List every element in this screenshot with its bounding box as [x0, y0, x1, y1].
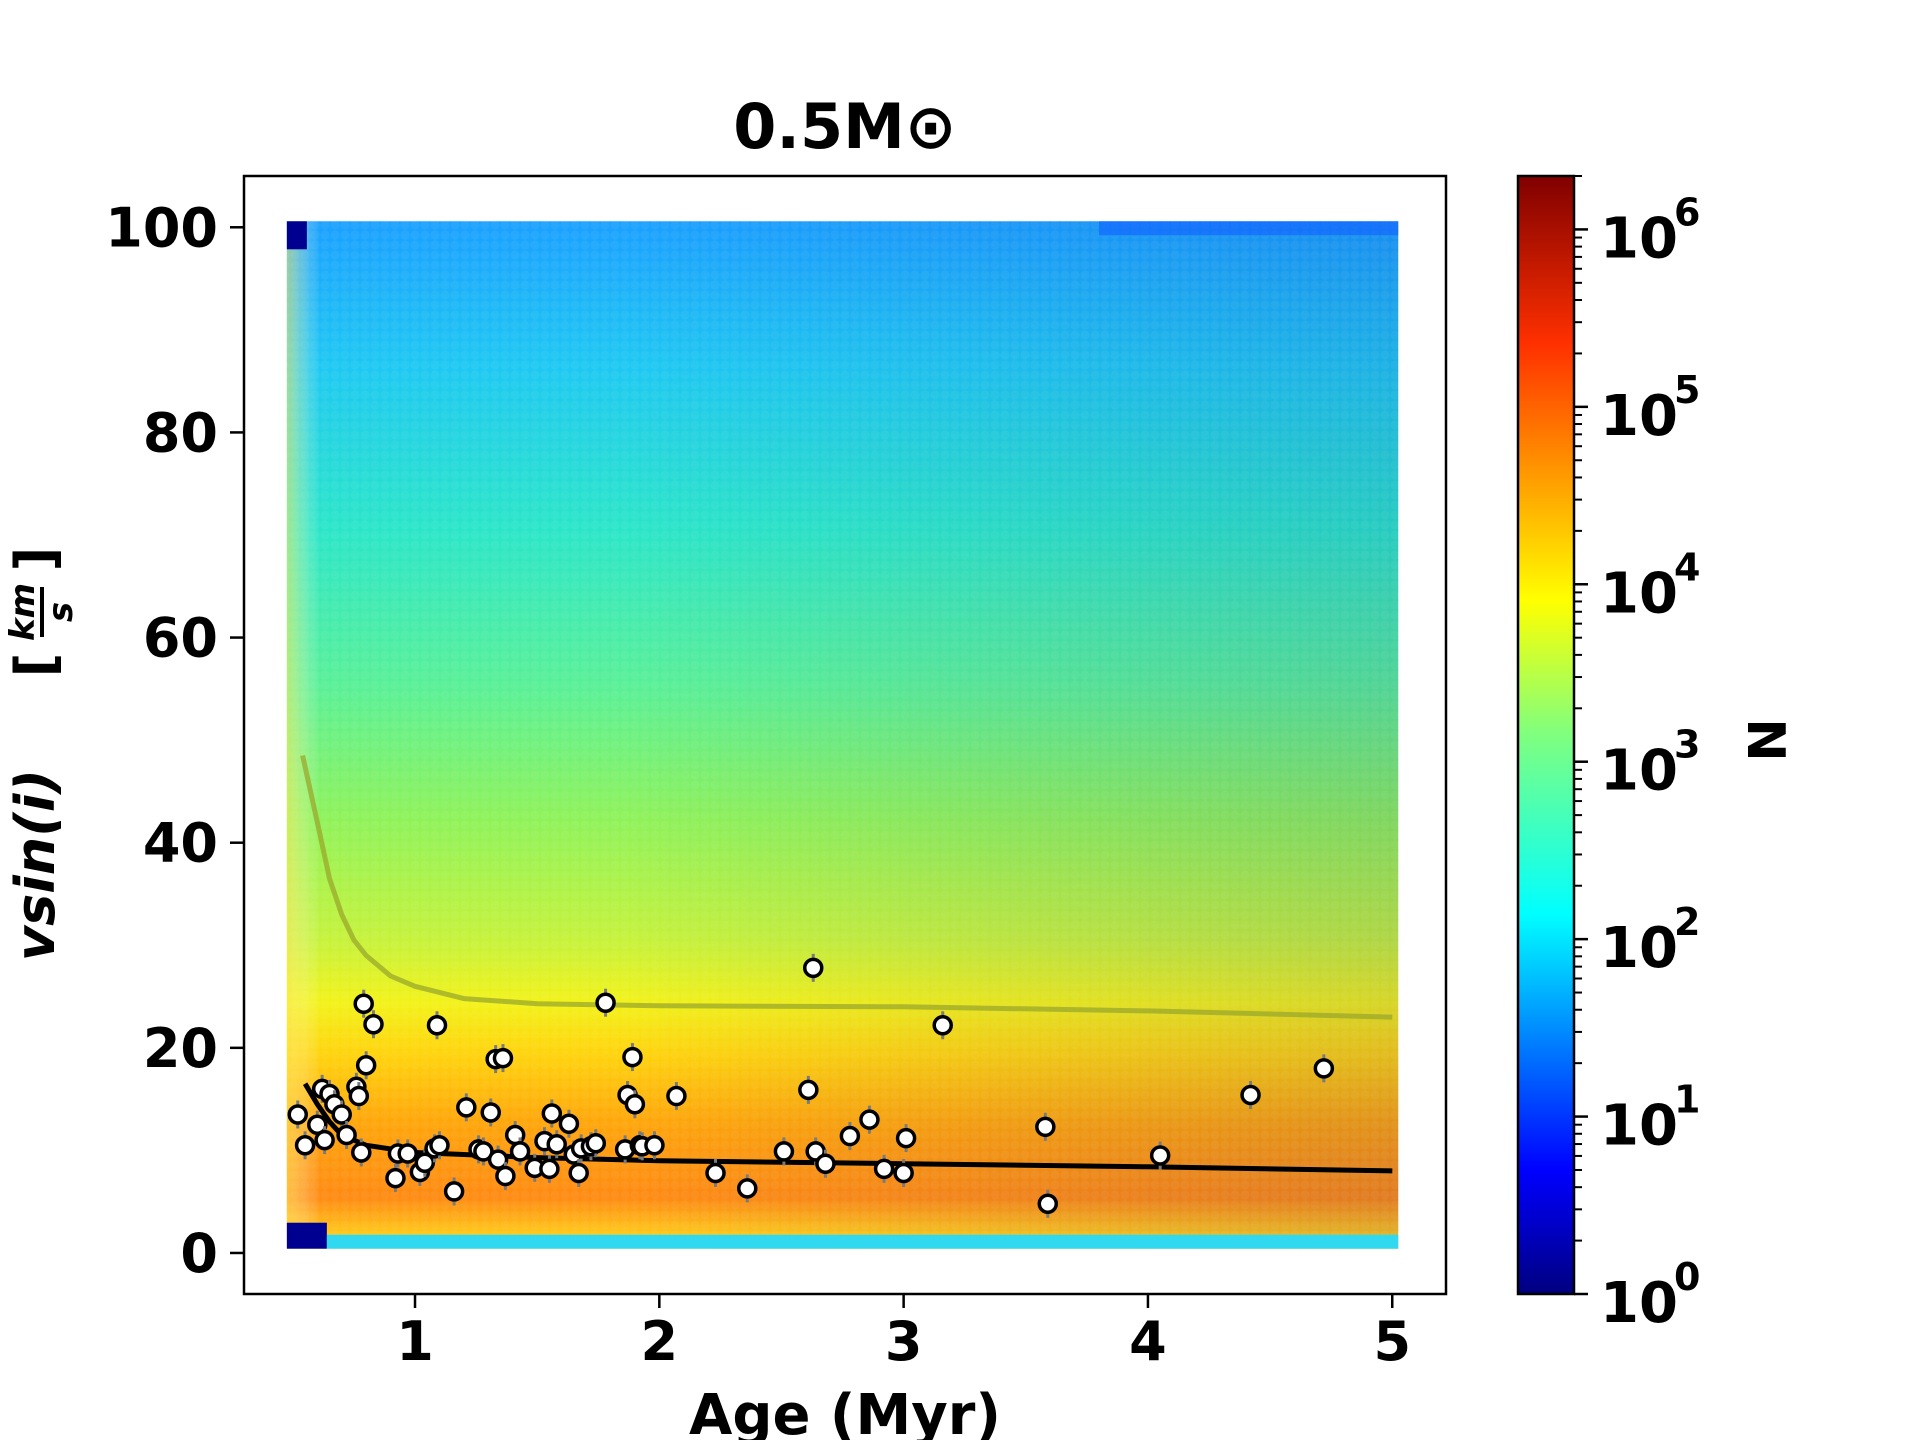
svg-text:10: 10: [1600, 384, 1678, 449]
data-point: [585, 1132, 607, 1154]
svg-text:[: [: [4, 653, 67, 678]
colorbar-tick-label: 102: [1600, 900, 1700, 981]
svg-text:10: 10: [1600, 916, 1678, 981]
plot-frame: [242, 174, 1448, 1296]
svg-text:vsin(i): vsin(i): [4, 769, 67, 961]
hexbin-density: [286, 221, 1399, 1249]
data-point: [480, 1102, 502, 1123]
data-point: [426, 1015, 448, 1036]
data-point: [893, 1162, 914, 1184]
data-point: [385, 1167, 406, 1189]
data-point: [355, 1055, 377, 1076]
svg-text:10: 10: [1600, 1094, 1678, 1159]
data-point: [492, 1047, 514, 1069]
data-point: [456, 1097, 477, 1118]
data-point: [622, 1046, 643, 1068]
data-point: [314, 1129, 335, 1151]
data-point: [798, 1079, 819, 1101]
data-point: [773, 1141, 795, 1162]
model-curve-0: [300, 754, 1393, 1020]
data-point: [414, 1152, 436, 1173]
data-point: [624, 1093, 646, 1115]
data-point: [546, 1133, 567, 1155]
data-point: [351, 1142, 372, 1163]
svg-text:10: 10: [1600, 206, 1678, 271]
data-point: [932, 1015, 953, 1036]
data-point: [509, 1141, 531, 1162]
data-point: [294, 1135, 316, 1156]
svg-text:5: 5: [1674, 368, 1700, 412]
y-tick-label: 60: [143, 607, 218, 670]
data-point: [1037, 1193, 1059, 1214]
data-point: [363, 1013, 384, 1035]
x-axis-label: Age (Myr): [689, 1383, 1001, 1440]
data-point: [558, 1113, 580, 1134]
colorbar-tick-label: 106: [1600, 190, 1700, 271]
svg-text:3: 3: [1674, 723, 1700, 767]
data-point: [487, 1149, 509, 1170]
data-point: [443, 1181, 465, 1202]
svg-text:1: 1: [1674, 1078, 1700, 1122]
x-tick-label: 4: [1129, 1310, 1167, 1373]
data-point: [895, 1127, 917, 1149]
svg-text:6: 6: [1674, 190, 1700, 234]
data-point: [429, 1135, 450, 1156]
colorbar-tick-label: 100: [1600, 1255, 1700, 1336]
y-tick-label: 100: [105, 196, 218, 259]
data-point: [353, 993, 374, 1014]
y-axis-label: vsin(i) [ km s ]: [3, 547, 81, 961]
data-point: [1035, 1116, 1056, 1138]
svg-text:0: 0: [1674, 1255, 1700, 1299]
chart-title: 0.5M⊙: [733, 90, 956, 163]
data-point: [1149, 1145, 1171, 1166]
data-point: [287, 1104, 308, 1125]
colorbar-tick-label: 104: [1600, 545, 1700, 626]
x-tick-label: 5: [1373, 1310, 1411, 1373]
x-tick-label: 2: [641, 1310, 679, 1373]
data-point: [737, 1178, 758, 1199]
data-point: [595, 992, 616, 1013]
data-point: [873, 1158, 895, 1180]
data-point: [473, 1141, 494, 1162]
x-tick-label: 1: [396, 1310, 434, 1373]
y-tick-label: 80: [143, 401, 218, 464]
colorbar-label: N: [1735, 718, 1795, 762]
colorbar-tick-label: 101: [1600, 1078, 1700, 1159]
y-tick-label: 40: [143, 812, 218, 875]
data-point: [666, 1085, 687, 1107]
svg-text:km: km: [3, 583, 43, 641]
svg-text:2: 2: [1674, 900, 1700, 944]
colorbar-tick-label: 105: [1600, 368, 1700, 449]
data-point: [397, 1143, 418, 1164]
y-tick-label: 20: [143, 1017, 218, 1080]
svg-text:s: s: [41, 602, 81, 622]
data-point: [1240, 1084, 1261, 1106]
svg-text:10: 10: [1600, 1271, 1678, 1336]
data-point: [859, 1109, 880, 1130]
data-point: [815, 1153, 836, 1174]
data-point: [839, 1125, 861, 1147]
data-point: [495, 1165, 516, 1187]
colorbar-tick-label: 103: [1600, 723, 1700, 804]
svg-text:10: 10: [1600, 739, 1678, 804]
y-tick-label: 0: [180, 1222, 218, 1285]
svg-text:4: 4: [1674, 545, 1700, 589]
svg-text:10: 10: [1600, 561, 1678, 626]
data-point: [644, 1135, 665, 1156]
data-point: [568, 1162, 589, 1184]
svg-text:]: ]: [4, 547, 67, 572]
data-point: [348, 1085, 370, 1107]
data-point: [331, 1104, 352, 1125]
data-point: [541, 1103, 563, 1124]
data-point: [705, 1162, 726, 1184]
data-point: [802, 957, 824, 979]
data-point: [336, 1124, 357, 1146]
data-point: [1313, 1058, 1335, 1079]
x-tick-label: 3: [885, 1310, 923, 1373]
data-point: [539, 1158, 560, 1180]
